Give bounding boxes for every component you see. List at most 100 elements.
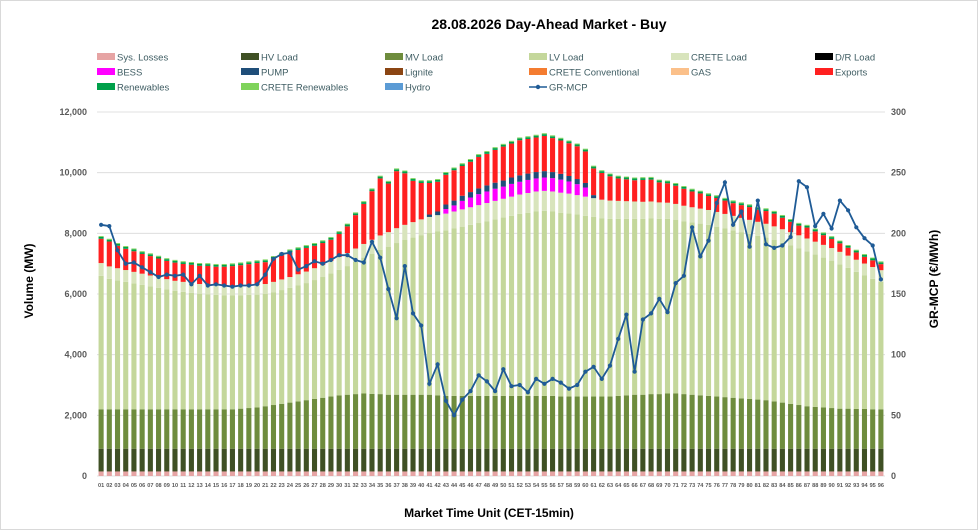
- bar-exports: [730, 203, 736, 216]
- bar-mv-load: [788, 403, 794, 449]
- bar-crete-load: [139, 273, 145, 285]
- bar-crete-load: [435, 215, 441, 232]
- chart-title: 28.08.2026 Day-Ahead Market - Buy: [432, 16, 667, 32]
- bar-renewables: [344, 224, 350, 227]
- bar-hv-load: [123, 448, 129, 472]
- bar-exports: [377, 178, 383, 236]
- bar-lv-load: [311, 280, 318, 399]
- bar-bess: [566, 181, 572, 194]
- bar-hv-load: [878, 448, 884, 472]
- bar-crete-renewables: [262, 259, 268, 261]
- bar-bess: [451, 205, 457, 212]
- legend-label-lignite: Lignite: [405, 68, 433, 79]
- bar-lv-load: [467, 224, 474, 396]
- bar-hv-load: [664, 448, 671, 472]
- bar-lv-load: [870, 278, 876, 410]
- bar-hv-load: [747, 448, 753, 472]
- bar-crete-load: [640, 201, 646, 219]
- bar-lv-load: [377, 249, 383, 395]
- bar-crete-load: [188, 282, 194, 293]
- bar-mv-load: [492, 395, 498, 449]
- x-tick-label: 19: [246, 483, 252, 489]
- bar-sys-losses: [197, 471, 203, 476]
- bar-renewables: [492, 148, 498, 150]
- bar-pump: [443, 204, 449, 210]
- x-tick-label: 93: [853, 483, 859, 489]
- bar-hv-load: [837, 448, 843, 472]
- bar-hv-load: [550, 448, 556, 472]
- bar-mv-load: [755, 399, 761, 449]
- bar-mv-load: [402, 394, 408, 449]
- bar-sys-losses: [853, 471, 859, 476]
- x-tick-label: 65: [623, 483, 629, 489]
- y-axis-left-label: Volume (MW): [22, 243, 36, 318]
- bar-crete-load: [648, 201, 654, 219]
- bar-hv-load: [533, 448, 539, 472]
- bar-pump: [566, 176, 572, 182]
- bar-crete-renewables: [205, 263, 211, 265]
- bar-exports: [763, 211, 769, 224]
- bar-mv-load: [656, 394, 662, 449]
- bar-hv-load: [131, 448, 137, 472]
- bar-pump: [459, 195, 465, 201]
- bar-crete-renewables: [344, 223, 350, 225]
- bar-crete-load: [451, 211, 457, 229]
- legend-label-mv-load: MV Load: [405, 53, 443, 64]
- gr-mcp-point: [131, 260, 136, 265]
- bar-crete-renewables: [615, 175, 621, 177]
- bar-crete-renewables: [632, 177, 638, 179]
- bar-mv-load: [385, 394, 391, 449]
- bar-lv-load: [878, 281, 884, 410]
- bar-lv-load: [705, 224, 712, 396]
- bar-exports: [558, 140, 564, 174]
- bar-lv-load: [574, 214, 580, 397]
- gr-mcp-point: [821, 211, 826, 216]
- bar-exports: [229, 266, 235, 287]
- bar-mv-load: [541, 395, 547, 449]
- bar-renewables: [320, 241, 326, 244]
- bar-mv-load: [131, 409, 137, 449]
- bar-lv-load: [180, 291, 186, 410]
- bar-sys-losses: [722, 471, 728, 476]
- bar-lv-load: [164, 289, 170, 410]
- legend-swatch-hv-load: [241, 53, 259, 60]
- bar-hv-load: [287, 448, 293, 472]
- bar-renewables: [648, 177, 654, 180]
- bar-pump: [550, 172, 556, 179]
- bar-renewables: [303, 246, 309, 248]
- bar-renewables: [435, 179, 441, 182]
- bar-exports: [476, 156, 482, 189]
- bar-hv-load: [541, 448, 547, 472]
- bar-crete-renewables: [566, 140, 572, 142]
- bar-lv-load: [246, 294, 252, 409]
- bar-crete-renewables: [812, 228, 818, 230]
- x-tick-label: 36: [385, 483, 391, 489]
- bar-sys-losses: [566, 471, 572, 476]
- x-tick-label: 87: [804, 483, 810, 489]
- bar-exports: [114, 245, 121, 269]
- bar-exports: [221, 266, 227, 286]
- gr-mcp-point: [172, 273, 178, 278]
- bar-exports: [139, 253, 145, 274]
- bar-sys-losses: [254, 471, 260, 476]
- gr-mcp-line: [99, 179, 884, 418]
- bar-exports: [311, 245, 318, 269]
- bar-mv-load: [377, 394, 383, 449]
- bar-lv-load: [771, 240, 777, 402]
- x-tick-label: 44: [451, 483, 458, 489]
- bar-mv-load: [410, 394, 416, 449]
- bar-sys-losses: [303, 471, 309, 476]
- gr-mcp-point: [517, 382, 522, 388]
- bar-sys-losses: [221, 471, 227, 476]
- bar-crete-renewables: [188, 261, 194, 263]
- gr-mcp-point: [846, 208, 851, 213]
- bar-lv-load: [123, 281, 129, 410]
- gr-mcp-point: [870, 243, 875, 248]
- bar-exports: [172, 262, 178, 281]
- gr-mcp-point: [378, 255, 383, 260]
- gr-mcp-point: [714, 200, 719, 206]
- gr-mcp-point: [189, 282, 194, 287]
- bar-renewables: [640, 178, 646, 180]
- bar-crete-load: [623, 201, 629, 219]
